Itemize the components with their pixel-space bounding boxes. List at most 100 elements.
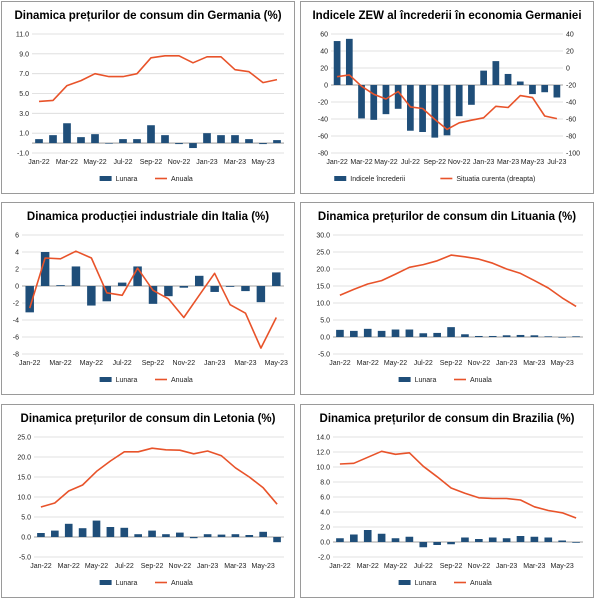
bar [480,70,487,85]
bar [56,285,65,286]
series-line [40,447,278,508]
bar [37,533,45,537]
x-tick-label: Jan-22 [329,563,351,570]
bar [447,327,455,337]
x-tick-label: Jul-23 [547,159,566,166]
bar [51,530,59,537]
bar [502,538,511,542]
y2-tick-label: 0 [566,66,570,73]
y-tick-label: 4 [15,250,19,257]
y-tick-label: 0.0 [320,540,330,547]
chart-title: Dinamica prețurilor de consum din Brazil… [320,413,575,425]
chart-title: Dinamica producției industriale din Ital… [27,211,269,223]
x-tick-label: Mar-23 [523,563,545,570]
y-tick-label: 12.0 [316,450,330,457]
x-tick-label: Jan-23 [197,563,219,570]
bar [405,536,414,542]
y-tick-label: 8.0 [320,480,330,487]
bar [148,286,158,304]
bar [419,542,428,548]
y-tick-label: 15.0 [17,475,31,482]
series-line [28,250,278,349]
y-tick-label: 0.0 [21,535,31,542]
bar [259,143,267,145]
bar [273,537,281,543]
bar [120,527,129,537]
bar [461,334,469,337]
x-tick-label: Jul-22 [414,360,433,367]
bar [345,38,353,85]
bar [25,286,34,313]
x-tick-label: Mar-23 [224,563,246,570]
bar [210,286,219,292]
y-tick-label: 5.0 [19,91,29,98]
bar [102,286,112,302]
y-tick-label: -6 [13,335,19,342]
y-tick-label: -8 [13,352,19,359]
x-tick-label: Nov-22 [168,159,191,166]
chart-svg: Dinamica prețurilor de consum din Brazil… [316,413,583,587]
bar [40,252,50,286]
x-tick-label: Jan-23 [204,360,226,367]
x-tick-label: May-23 [521,159,544,166]
bar [333,41,341,85]
bar [370,85,378,120]
x-tick-label: Sep-22 [440,360,463,367]
y-tick-label: -5.0 [318,352,330,359]
y-tick-label: 1.0 [19,131,29,138]
x-tick-label: May-22 [374,159,397,166]
series-line [339,450,577,519]
bar [148,530,156,537]
y-tick-label: 2.0 [320,525,330,532]
bar [117,282,127,286]
bar [558,540,566,542]
chart-svg: Indicele ZEW al încrederii în economia G… [312,10,581,183]
series-line [38,54,278,103]
y2-tick-label: -40 [566,100,576,107]
bar [504,73,512,85]
x-tick-label: Mar-22 [350,159,372,166]
y-tick-label: 10.0 [316,465,330,472]
bar [475,539,483,542]
y-tick-label: 5.0 [320,318,330,325]
y-tick-label: -1.0 [17,151,29,158]
x-tick-label: Mar-23 [523,360,545,367]
x-tick-label: Jan-22 [329,360,351,367]
legend-label: Anuala [171,176,193,183]
y-tick-label: 0 [15,284,19,291]
x-tick-label: Mar-23 [234,360,256,367]
bar [35,139,43,144]
y-tick-label: 2 [15,267,19,274]
bar [194,275,204,286]
x-tick-label: Mar-22 [357,563,379,570]
x-tick-label: May-22 [384,360,407,367]
legend-label: Lunara [116,580,138,587]
x-tick-label: Jan-22 [19,360,41,367]
x-tick-label: Nov-22 [448,159,471,166]
bar [407,85,414,131]
bar [419,333,428,337]
bar [225,286,235,287]
bar [161,135,169,144]
x-tick-label: May-23 [251,563,274,570]
y-tick-label: 25.0 [17,435,31,442]
bar [433,542,441,545]
chart-germany-cpi: Dinamica prețurilor de consum din German… [1,1,295,194]
y-tick-label: -80 [318,151,328,158]
legend-swatch [398,580,411,585]
x-tick-label: Jul-22 [113,159,132,166]
x-tick-label: Nov-22 [468,360,491,367]
y-tick-label: -2 [13,301,19,308]
bar [377,330,386,337]
y-tick-label: 20.0 [316,267,330,274]
bar [49,135,57,144]
x-tick-label: May-23 [550,360,573,367]
y-tick-label: 25.0 [316,250,330,257]
x-tick-label: May-23 [550,563,573,570]
legend-label: Anuala [171,377,193,384]
x-tick-label: Jan-23 [196,159,218,166]
bar [336,329,344,337]
legend-label: Lunara [116,377,138,384]
bar [447,542,455,545]
bar [176,532,184,537]
